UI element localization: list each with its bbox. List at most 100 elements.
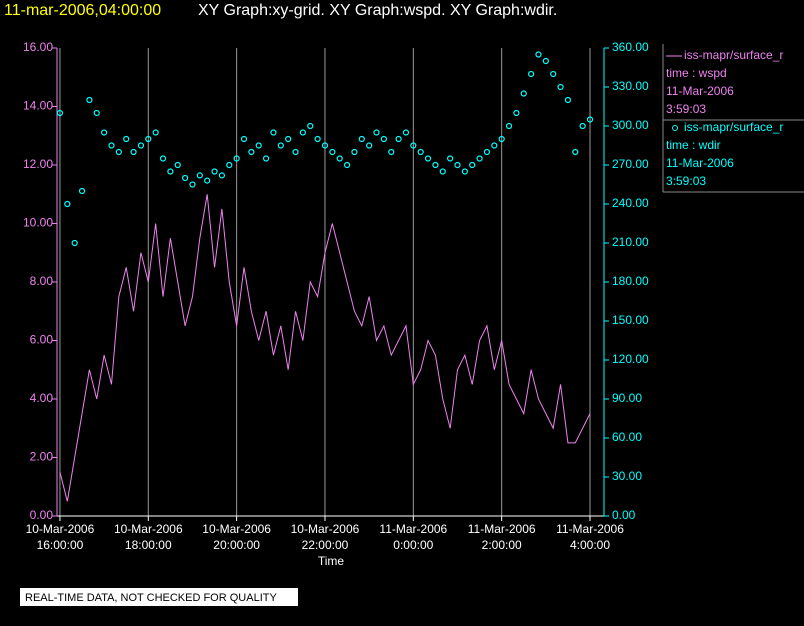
wdir-point — [498, 135, 505, 143]
y-tick-label: 4.00 — [30, 391, 54, 405]
x-tick-label: 4:00:00 — [570, 538, 610, 552]
wdir-point — [108, 142, 115, 149]
x-tick-label: 11-Mar-2006 — [468, 522, 536, 536]
x-tick-label: 10-Mar-2006 — [202, 522, 271, 536]
wdir-point — [402, 129, 410, 136]
wdir-point — [550, 70, 557, 78]
wdir-point — [476, 155, 483, 162]
y-tick-label: 2.00 — [30, 450, 54, 464]
y2-tick-label: 330.00 — [612, 79, 649, 93]
wdir-point — [181, 174, 189, 182]
note: REAL-TIME DATA, NOT CHECKED FOR QUALITY — [25, 592, 277, 604]
wdir-point — [196, 172, 203, 179]
x-tick-label: 11-Mar-2006 — [379, 522, 447, 536]
wdir-point — [454, 161, 461, 169]
y2-tick-label: 150.00 — [612, 313, 649, 327]
y2-tick-label: 210.00 — [612, 235, 649, 249]
y-tick-label: 6.00 — [30, 333, 54, 347]
wdir-point — [240, 135, 248, 143]
wdir-point — [586, 116, 594, 123]
wdir-point — [491, 142, 498, 149]
wdir-point — [579, 122, 586, 130]
wdir-point — [159, 155, 167, 162]
wdir-point — [233, 155, 240, 162]
wdir-point — [218, 172, 226, 179]
wdir-point — [557, 83, 564, 91]
legend-name: iss-mapr/surface_r — [684, 48, 783, 62]
wdir-point — [366, 142, 373, 149]
wdir-point — [432, 161, 439, 169]
x-tick-label: 16:00:00 — [37, 538, 84, 552]
wdir-point — [152, 129, 159, 136]
wdir-point — [204, 177, 211, 184]
y2-tick-label: 60.00 — [612, 430, 642, 444]
wdir-point — [255, 142, 262, 149]
wdir-point — [56, 109, 64, 117]
x-tick-label: 11-Mar-2006 — [556, 522, 624, 536]
wdir-point — [373, 129, 380, 136]
wdir-point — [174, 161, 181, 169]
legend-line: time : wspd — [666, 66, 727, 80]
x-tick-label: 22:00:00 — [302, 538, 349, 552]
x-tick-label: 2:00:00 — [482, 538, 522, 552]
wdir-point — [292, 148, 299, 156]
legend-line: time : wdir — [666, 138, 721, 152]
wdir-point — [336, 155, 343, 162]
wdir-point — [189, 181, 196, 188]
x-tick-label: 10-Mar-2006 — [26, 522, 95, 536]
wdir-point — [78, 187, 86, 195]
wdir-point — [285, 135, 292, 143]
y-tick-label: 14.00 — [23, 99, 53, 113]
wdir-point — [564, 96, 572, 104]
legend-line: 11-Mar-2006 — [666, 156, 734, 170]
legend-line: 3:59:03 — [666, 102, 706, 116]
y2-tick-label: 30.00 — [612, 469, 642, 483]
x-tick-label: 10-Mar-2006 — [114, 522, 183, 536]
wdir-point — [130, 148, 137, 156]
wdir-point — [115, 148, 122, 156]
x-tick-label: 20:00:00 — [213, 538, 260, 552]
wdir-point — [520, 90, 527, 97]
wdir-point — [329, 148, 336, 156]
y2-tick-label: 0.00 — [612, 508, 636, 522]
wdir-point — [307, 122, 314, 130]
wdir-point — [314, 135, 321, 143]
y2-tick-label: 240.00 — [612, 196, 649, 210]
wdir-point — [528, 70, 535, 78]
y2-tick-label: 360.00 — [612, 40, 649, 54]
wdir-point — [542, 57, 549, 65]
wdir-point — [123, 135, 130, 143]
legend-name: iss-mapr/surface_r — [684, 120, 783, 134]
wdir-point — [483, 148, 491, 156]
wdir-point — [417, 148, 424, 156]
x-axis-label: Time — [318, 554, 345, 568]
wdir-point — [461, 168, 468, 175]
wdir-point — [380, 135, 387, 143]
wdir-point — [572, 148, 579, 156]
wdir-point — [299, 129, 306, 136]
title-time: 11-mar-2006,04:00:00 — [4, 2, 161, 19]
wdir-point — [424, 155, 432, 162]
legend-line: 3:59:03 — [666, 174, 706, 188]
wdir-point — [101, 129, 108, 136]
wdir-point — [262, 155, 270, 162]
wdir-point — [226, 161, 233, 169]
wdir-point — [395, 135, 402, 143]
wdir-point — [248, 148, 255, 156]
y-tick-label: 12.00 — [23, 157, 53, 171]
wdir-point — [439, 168, 446, 175]
y2-tick-label: 90.00 — [612, 391, 642, 405]
wdir-point — [343, 161, 351, 169]
y-tick-label: 8.00 — [30, 274, 54, 288]
x-tick-label: 10-Mar-2006 — [291, 522, 360, 536]
y2-tick-label: 120.00 — [612, 352, 649, 366]
y2-tick-label: 180.00 — [612, 274, 649, 288]
wdir-point — [410, 142, 417, 149]
wdir-point — [469, 161, 476, 169]
wdir-point — [270, 129, 277, 136]
chart-title: XY Graph:xy-grid. XY Graph:wspd. XY Grap… — [198, 2, 557, 19]
wdir-point — [447, 155, 454, 162]
wdir-point — [358, 135, 365, 143]
